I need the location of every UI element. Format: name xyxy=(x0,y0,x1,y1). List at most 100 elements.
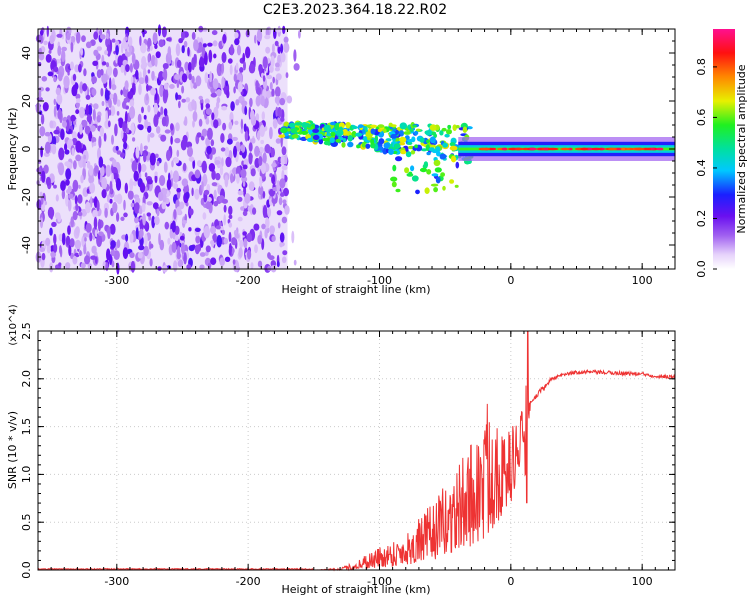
noise-cell xyxy=(175,43,181,57)
noise-cell xyxy=(129,99,135,107)
noise-cell xyxy=(282,25,286,35)
noise-cell xyxy=(176,187,182,193)
noise-cell xyxy=(147,125,152,133)
noise-cell xyxy=(109,254,113,266)
noise-cell xyxy=(79,250,82,257)
noise-cell xyxy=(186,264,192,270)
noise-cell xyxy=(178,38,184,44)
noise-cell xyxy=(223,204,227,213)
noise-cell xyxy=(255,80,259,89)
noise-cell xyxy=(162,87,169,101)
noise-cell xyxy=(147,133,151,143)
noise-cell xyxy=(124,80,129,90)
signal-cell xyxy=(383,142,390,149)
noise-cell xyxy=(281,256,287,264)
noise-cell xyxy=(85,201,91,214)
x-tick-label: 0 xyxy=(507,274,514,287)
noise-cell xyxy=(109,77,112,90)
noise-cell xyxy=(101,189,107,199)
signal-cell xyxy=(280,127,288,134)
noise-cell xyxy=(110,248,116,257)
signal-cell xyxy=(433,159,441,167)
noise-cell xyxy=(80,262,86,269)
noise-cell xyxy=(200,102,204,111)
noise-cell xyxy=(122,100,127,109)
noise-cell xyxy=(228,222,233,228)
noise-cell xyxy=(79,123,83,135)
noise-cell xyxy=(83,244,87,255)
noise-cell xyxy=(133,180,137,187)
noise-cell xyxy=(281,165,288,171)
noise-cell xyxy=(256,29,263,42)
noise-cell xyxy=(40,146,43,158)
noise-cell xyxy=(259,175,263,188)
signal-cell xyxy=(442,142,448,148)
noise-cell xyxy=(224,174,229,188)
signal-cell xyxy=(339,137,344,141)
noise-cell xyxy=(202,173,208,187)
noise-cell xyxy=(233,73,237,83)
noise-cell xyxy=(281,216,288,224)
noise-cell xyxy=(153,102,159,115)
noise-cell xyxy=(105,33,109,40)
noise-cell xyxy=(133,170,139,182)
noise-cell xyxy=(109,93,114,100)
noise-cell xyxy=(154,75,157,82)
noise-cell xyxy=(258,146,264,154)
noise-cell xyxy=(141,56,147,67)
noise-cell xyxy=(49,227,53,236)
noise-cell xyxy=(258,64,263,73)
signal-cell xyxy=(342,129,348,136)
signal-cell xyxy=(390,176,398,182)
noise-cell xyxy=(67,225,71,236)
noise-cell xyxy=(70,216,74,228)
signal-cell xyxy=(419,137,425,143)
noise-cell xyxy=(293,259,297,266)
signal-cell xyxy=(449,145,458,151)
noise-cell xyxy=(205,108,212,115)
noise-cell xyxy=(194,169,201,179)
noise-cell xyxy=(239,67,244,73)
noise-cell xyxy=(154,171,158,177)
noise-cell xyxy=(65,262,71,270)
noise-cell xyxy=(232,259,236,265)
noise-cell xyxy=(112,201,118,214)
noise-cell xyxy=(41,76,48,82)
signal-cell xyxy=(378,138,385,145)
noise-cell xyxy=(39,126,46,137)
noise-cell xyxy=(107,120,111,128)
noise-cell xyxy=(113,250,120,260)
noise-cell xyxy=(70,61,74,71)
noise-cell xyxy=(233,145,237,158)
noise-cell xyxy=(93,49,99,56)
noise-cell xyxy=(192,120,195,128)
snr-y-label: SNR (10 * v/v) xyxy=(6,411,19,489)
noise-cell xyxy=(65,168,72,180)
noise-cell xyxy=(94,229,98,238)
noise-cell xyxy=(57,71,63,82)
noise-cell xyxy=(161,116,167,127)
signal-cell xyxy=(395,156,403,162)
noise-cell xyxy=(152,32,158,45)
noise-cell xyxy=(70,41,74,53)
signal-cell xyxy=(370,128,376,135)
noise-cell xyxy=(221,76,225,89)
noise-cell xyxy=(92,209,98,218)
noise-cell xyxy=(83,68,87,77)
noise-cell xyxy=(48,49,52,54)
signal-cell xyxy=(413,130,419,136)
noise-cell xyxy=(62,120,67,128)
noise-cell xyxy=(64,143,68,151)
noise-cell xyxy=(176,149,180,157)
noise-cell xyxy=(70,114,76,123)
noise-cell xyxy=(39,217,44,229)
noise-cell xyxy=(108,109,112,116)
noise-cell xyxy=(127,190,134,200)
noise-cell xyxy=(145,93,149,101)
noise-cell xyxy=(258,156,263,166)
noise-cell xyxy=(195,235,201,244)
noise-cell xyxy=(53,233,57,245)
x-tick-label: -200 xyxy=(236,575,261,588)
noise-cell xyxy=(170,135,173,145)
noise-cell xyxy=(163,82,169,90)
